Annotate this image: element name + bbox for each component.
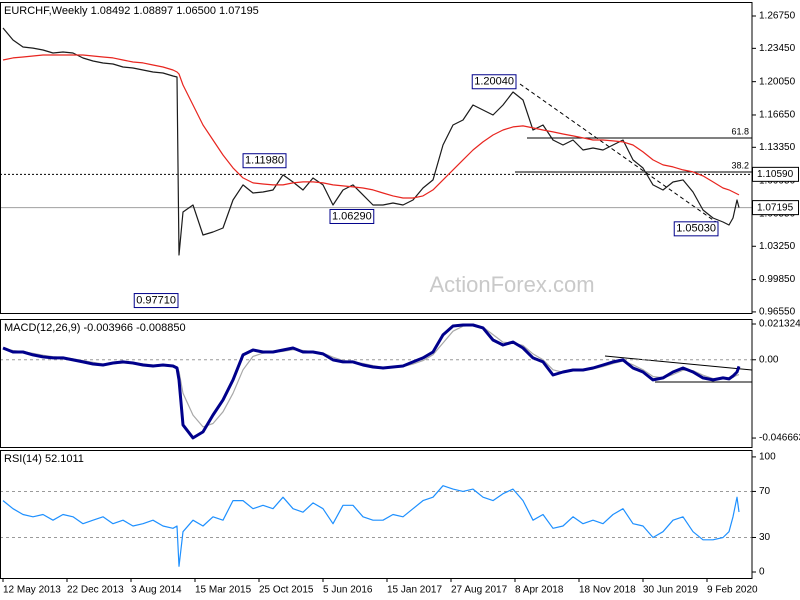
price-box-label: 1.10590 bbox=[757, 169, 794, 180]
trend-line bbox=[519, 83, 717, 223]
annotation-box bbox=[242, 153, 287, 169]
y-tick-label: 0.00 bbox=[759, 354, 779, 365]
panel-frame bbox=[0, 2, 753, 314]
series-line bbox=[2, 27, 740, 256]
price-box bbox=[752, 166, 799, 182]
y-tick-label: 70 bbox=[759, 486, 771, 497]
series-line bbox=[2, 54, 740, 199]
annotation-label: 1.11980 bbox=[245, 155, 284, 167]
annotation-box bbox=[673, 221, 719, 237]
x-tick-label: 5 Jun 2016 bbox=[323, 585, 373, 596]
y-tick-label: 0.021324 bbox=[759, 319, 800, 330]
macd-trend-line bbox=[604, 355, 753, 371]
y-tick-label: 0.96550 bbox=[759, 307, 796, 318]
y-tick-label: -0.046663 bbox=[759, 433, 800, 444]
y-tick-label: 100 bbox=[759, 452, 776, 463]
annotation-label: 1.05030 bbox=[676, 223, 716, 235]
y-tick-label: 1.23450 bbox=[759, 43, 796, 54]
y-tick-label: 0.99850 bbox=[759, 274, 796, 285]
y-tick-label: 1.26750 bbox=[759, 11, 796, 22]
y-tick-label: 1.20050 bbox=[759, 76, 796, 87]
fib-label: 38.2 bbox=[731, 160, 749, 170]
annotation-label: 1.06290 bbox=[332, 210, 372, 222]
series-line bbox=[2, 323, 741, 440]
annotation-label: 1.20040 bbox=[474, 76, 514, 88]
x-tick-label: 3 Aug 2014 bbox=[131, 585, 182, 596]
x-tick-label: 25 Oct 2015 bbox=[259, 585, 314, 596]
y-tick-label: 1.16650 bbox=[759, 110, 796, 121]
x-tick-label: 27 Aug 2017 bbox=[451, 585, 508, 596]
x-tick-label: 15 Jan 2017 bbox=[387, 585, 442, 596]
watermark: ActionForex.com bbox=[429, 272, 594, 297]
x-tick-label: 22 Dec 2013 bbox=[67, 585, 124, 596]
y-tick-label: 1.13350 bbox=[759, 142, 796, 153]
y-tick-label: 0 bbox=[759, 567, 765, 578]
annotation-box bbox=[329, 208, 375, 224]
panel-title: EURCHF,Weekly 1.08492 1.08897 1.06500 1.… bbox=[4, 5, 259, 17]
x-tick-label: 9 Feb 2020 bbox=[707, 585, 758, 596]
price-box-label: 1.07195 bbox=[757, 202, 794, 213]
panel-title: MACD(12,26,9) -0.003966 -0.008850 bbox=[4, 322, 186, 334]
panel-frame bbox=[0, 450, 753, 579]
x-tick-label: 8 Apr 2018 bbox=[515, 585, 564, 596]
annotation-label: 0.97710 bbox=[136, 294, 176, 306]
y-tick-label: 30 bbox=[759, 532, 771, 543]
x-tick-label: 12 May 2013 bbox=[3, 585, 61, 596]
series-line bbox=[2, 485, 740, 567]
x-tick-label: 30 Jun 2019 bbox=[643, 585, 698, 596]
panel-frame bbox=[0, 319, 753, 448]
x-tick-label: 15 Mar 2015 bbox=[195, 585, 252, 596]
panel-title: RSI(14) 52.1011 bbox=[4, 453, 84, 465]
fib-label: 61.8 bbox=[731, 126, 749, 136]
x-tick-label: 18 Nov 2018 bbox=[579, 585, 636, 596]
annotation-box bbox=[133, 293, 179, 309]
annotation-box bbox=[471, 74, 517, 90]
price-box bbox=[752, 200, 799, 216]
y-tick-label: 1.03250 bbox=[759, 241, 796, 252]
